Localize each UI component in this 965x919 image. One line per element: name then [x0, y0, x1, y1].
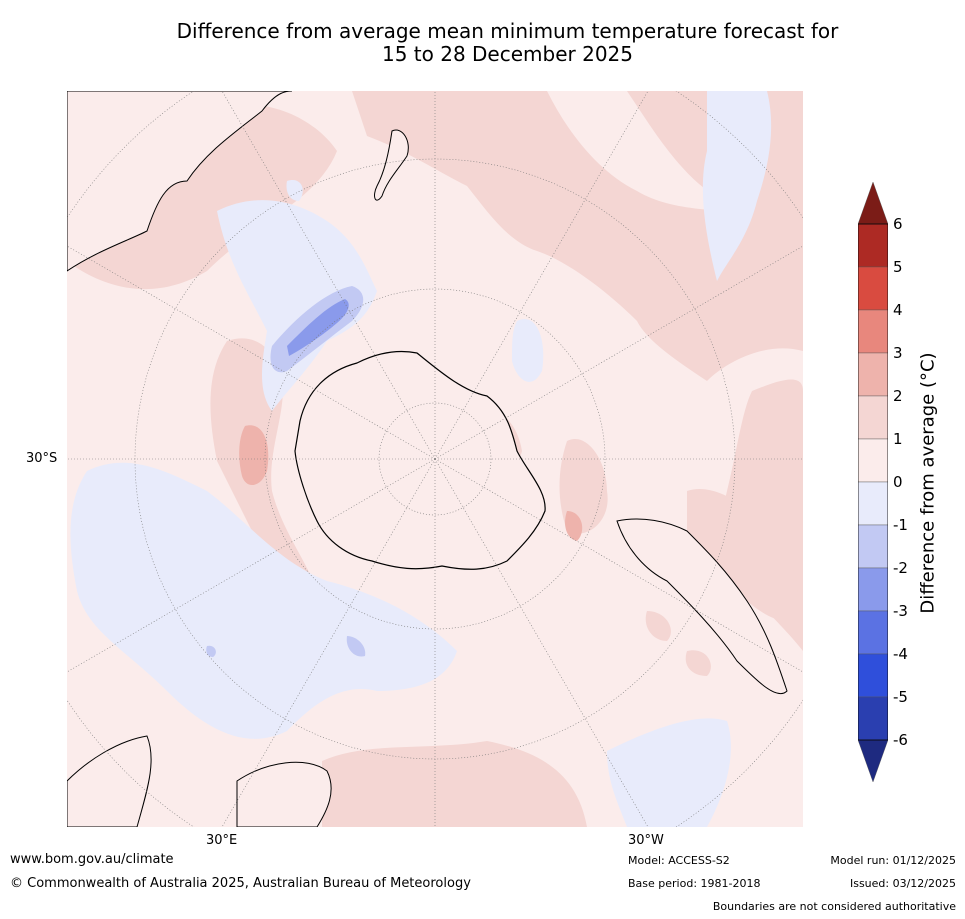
colorbar-tick-label: -1: [893, 516, 908, 534]
lat-label-30s: 30°S: [26, 451, 58, 466]
colorbar-bin-1-2: [857, 395, 889, 440]
colorbar-arrow-below-minus6: [857, 739, 889, 783]
colorbar-tick-label: -4: [893, 645, 908, 663]
colorbar: [857, 181, 889, 783]
colorbar-tick-label: -6: [893, 731, 908, 749]
colorbar-tick-label: -3: [893, 602, 908, 620]
colorbar-svg: [857, 181, 889, 783]
polar-map: [67, 91, 803, 827]
south-america-coastline: [616, 518, 788, 695]
colorbar-bin-3-4: [857, 309, 889, 354]
colorbar-tick-label: 3: [893, 344, 903, 362]
australia-coastline: [67, 91, 293, 272]
colorbar-bin-4-5: [857, 266, 889, 311]
antarctica-coastline: [294, 350, 546, 570]
colorbar-bin-minus2-minus1: [857, 524, 889, 569]
chart-title: Difference from average mean minimum tem…: [50, 20, 965, 66]
lon-label-30w: 30°W: [628, 833, 664, 848]
map-svg: [67, 91, 803, 827]
colorbar-bin-0-1: [857, 438, 889, 483]
colorbar-arrow-above-6: [857, 181, 889, 225]
colorbar-tick-label: 5: [893, 258, 903, 276]
negative-anomaly-minus1-0: [70, 91, 772, 827]
colorbar-bin-minus5-minus4: [857, 653, 889, 698]
footer-copyright: © Commonwealth of Australia 2025, Austra…: [10, 876, 471, 891]
colorbar-label: Difference from average (°C): [917, 352, 939, 614]
footer-disclaimer: Boundaries are not considered authoritat…: [712, 900, 956, 913]
colorbar-tick-label: 6: [893, 215, 903, 233]
positive-anomaly-2-3: [239, 425, 583, 541]
colorbar-tick-label: 4: [893, 301, 903, 319]
colorbar-bin-minus6-minus5: [857, 696, 889, 741]
colorbar-bin-5-6: [857, 223, 889, 268]
colorbar-tick-label: 1: [893, 430, 903, 448]
colorbar-bin-minus3-minus2: [857, 567, 889, 612]
title-line-2: 15 to 28 December 2025: [381, 42, 633, 66]
footer-website[interactable]: www.bom.gov.au/climate: [10, 852, 174, 867]
footer-issued: Issued: 03/12/2025: [849, 877, 956, 890]
colorbar-tick-label: 0: [893, 473, 903, 491]
colorbar-tick-label: -5: [893, 688, 908, 706]
footer-model: Model: ACCESS-S2: [628, 854, 730, 867]
title-line-1: Difference from average mean minimum tem…: [176, 19, 839, 43]
africa-coastline: [67, 735, 152, 827]
new-zealand-coastline: [374, 129, 409, 201]
colorbar-tick-label: 2: [893, 387, 903, 405]
colorbar-bin-2-3: [857, 352, 889, 397]
lon-label-30e: 30°E: [206, 833, 238, 848]
colorbar-tick-label: -2: [893, 559, 908, 577]
footer-base-period: Base period: 1981-2018: [628, 877, 761, 890]
colorbar-bin-minus1-0: [857, 481, 889, 526]
footer-model-run: Model run: 01/12/2025: [830, 854, 956, 867]
colorbar-bin-minus4-minus3: [857, 610, 889, 655]
graticule-meridians: [67, 91, 803, 827]
madagascar-coastline: [236, 761, 332, 827]
negative-anomaly-minus3-minus2: [287, 299, 349, 356]
